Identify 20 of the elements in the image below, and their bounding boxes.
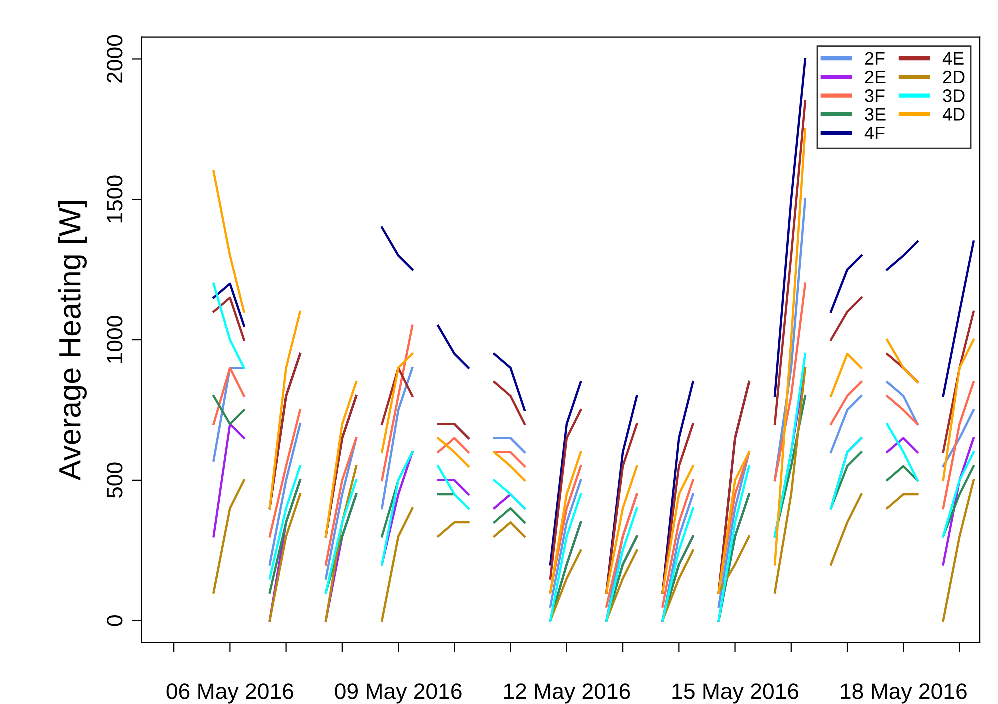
x-tick-label: 09 May 2016 — [335, 684, 462, 704]
y-tick-label: 0 — [107, 616, 123, 626]
x-tick-label: 12 May 2016 — [504, 684, 630, 704]
x-tick-label: 18 May 2016 — [841, 684, 967, 704]
legend-label: 4E — [942, 52, 964, 65]
y-tick-label: 1500 — [107, 176, 123, 223]
legend-label: 4F — [864, 126, 885, 140]
y-tick-label: 2000 — [107, 35, 123, 83]
legend-label: 3D — [943, 90, 965, 102]
legend-label: 2F — [865, 52, 885, 65]
legend-label: 3E — [865, 108, 886, 121]
legend-label: 3F — [865, 90, 885, 102]
y-tick-label: 500 — [107, 462, 123, 498]
legend-label: 2D — [943, 70, 965, 84]
legend-label: 4D — [942, 108, 965, 121]
x-tick-label: 15 May 2016 — [672, 684, 799, 704]
legend-label: 2E — [865, 70, 886, 84]
x-tick-label: 06 May 2016 — [166, 684, 294, 704]
y-axis-title: Average Heating [W] — [58, 202, 87, 481]
y-tick-label: 1000 — [107, 316, 123, 364]
